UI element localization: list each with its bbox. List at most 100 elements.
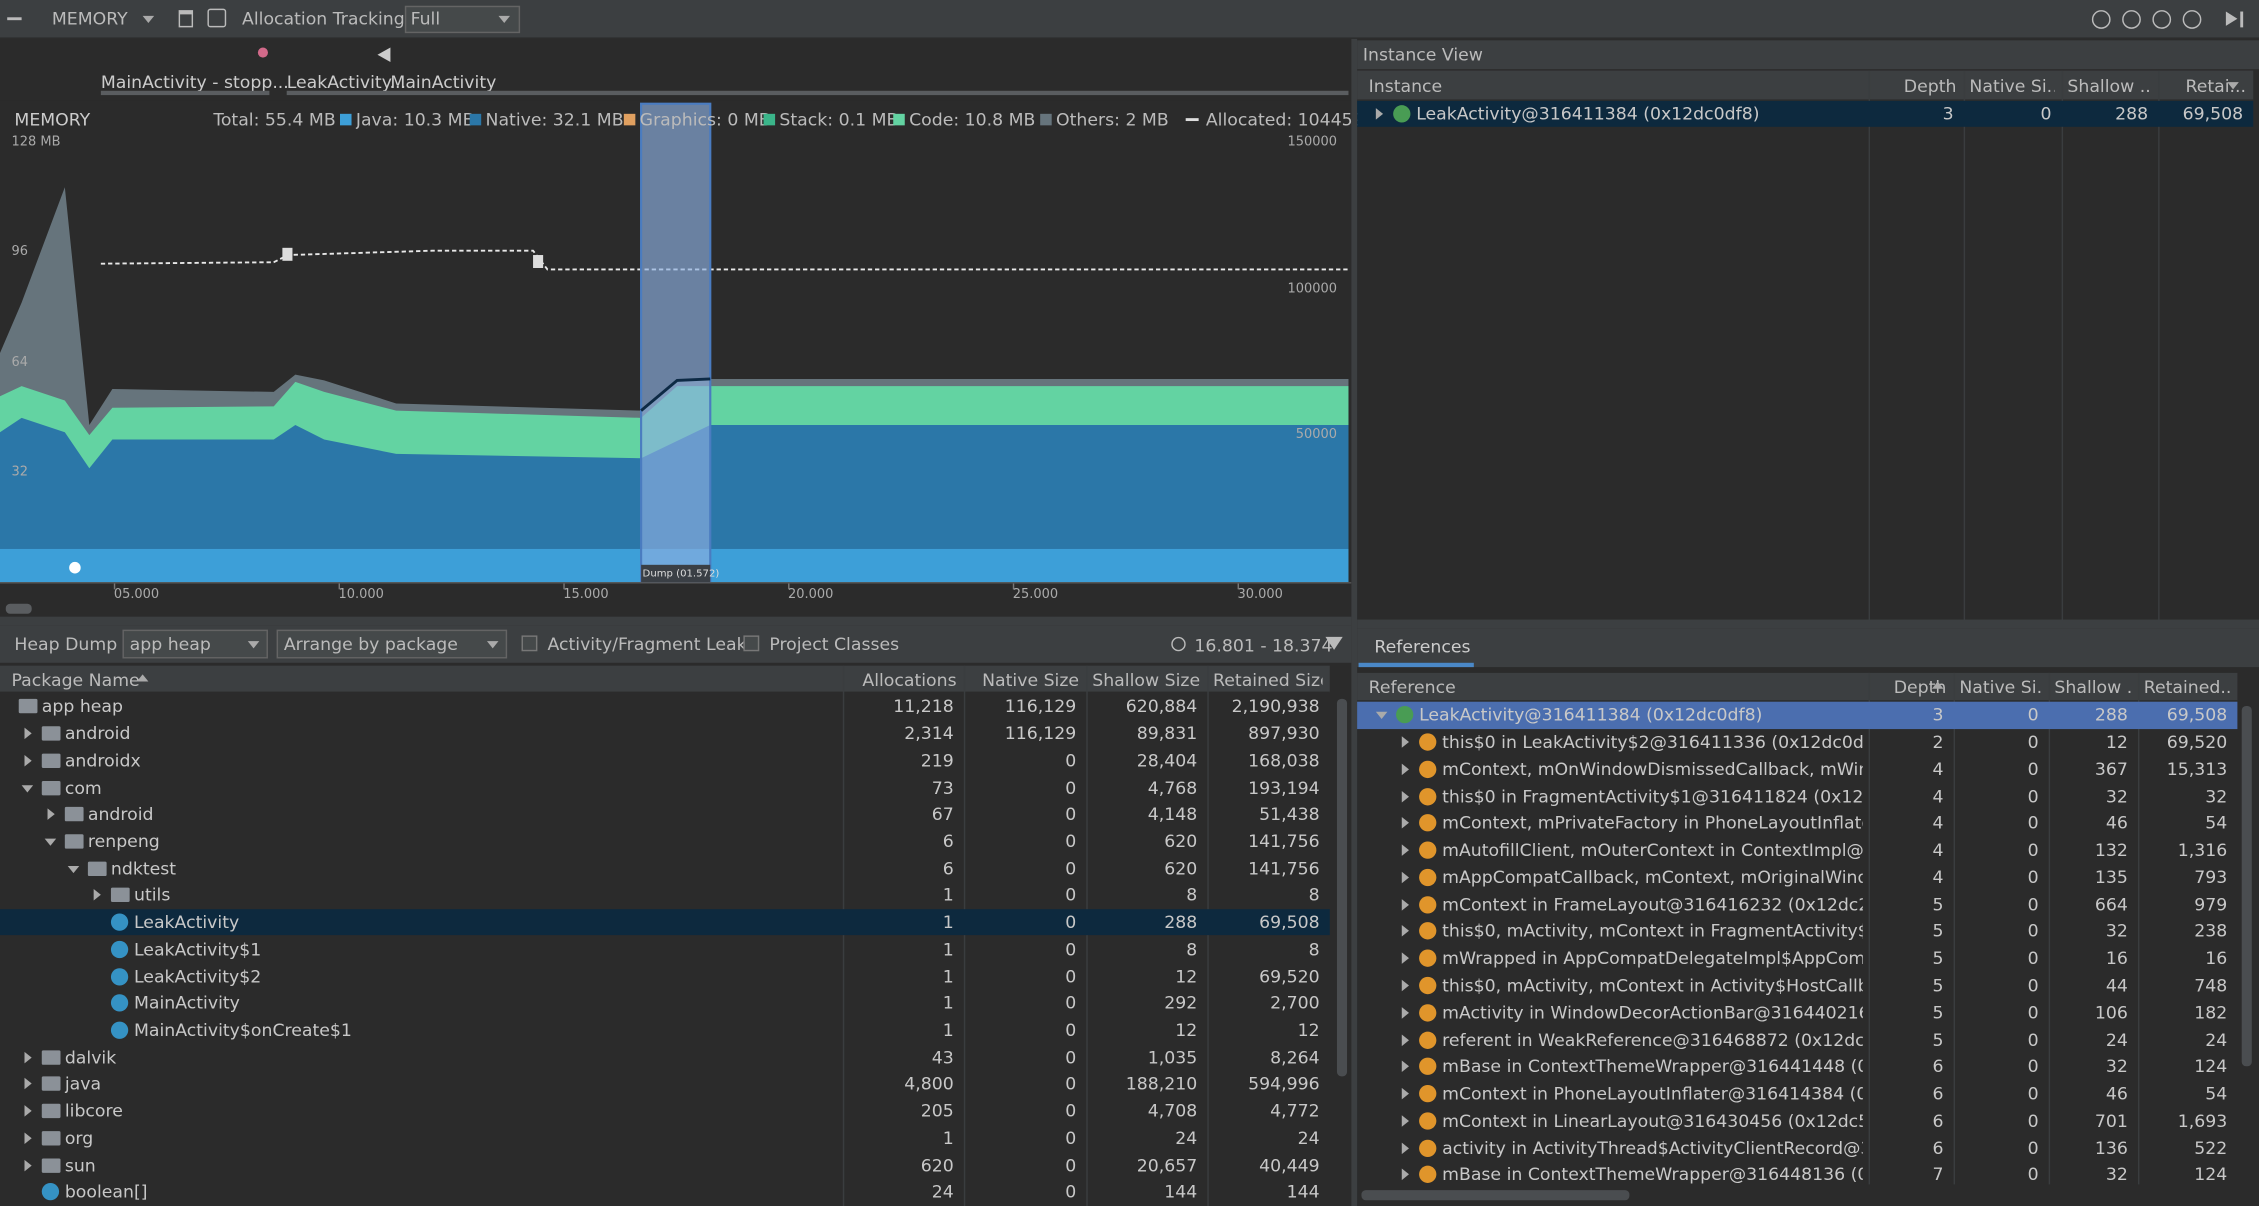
row-cell: 4,772: [1270, 1101, 1320, 1122]
row-cell: 1: [942, 966, 954, 987]
row-cell: 144: [1164, 1181, 1198, 1203]
row-name: mWrapped in AppCompatDelegateImpl$AppCom…: [1442, 948, 1863, 969]
row-cell: 0: [1065, 993, 1077, 1014]
field-icon: [1419, 814, 1437, 832]
row-cell: 69,520: [1259, 966, 1320, 987]
zoom-button[interactable]: [2091, 10, 2111, 29]
dump-label: Dump (01.572): [642, 567, 720, 580]
row-name: mContext, mOnWindowDismissedCallback, mW…: [1442, 759, 1863, 780]
row-cell: 0: [2027, 1029, 2039, 1050]
field-icon: [1419, 841, 1437, 860]
chart-title: MEMORY: [14, 109, 91, 130]
range-label: 16.801 - 18.374: [1194, 635, 1333, 656]
tracking-dropdown: [498, 15, 511, 24]
row-cell: 8: [1308, 885, 1320, 906]
row-cell: 0: [2027, 813, 2039, 834]
expand-toggle: [1401, 790, 1409, 803]
row-name: java: [64, 1074, 102, 1095]
event-dot: [69, 561, 81, 574]
legend-swatch: [763, 113, 776, 126]
row-name: sun: [64, 1154, 96, 1176]
field-icon: [1419, 1003, 1437, 1022]
expand-toggle: [1401, 898, 1409, 911]
expand-toggle: [24, 754, 32, 767]
allocated-line: [100, 249, 1349, 271]
row-cell: 620: [920, 1154, 954, 1176]
row-name: activity in ActivityThread$ActivityClien…: [1442, 1137, 1863, 1158]
dump-line: [640, 377, 711, 412]
project-label: Project Classes: [769, 633, 900, 655]
row-name: mBase in ContextThemeWrapper@316441448 (…: [1442, 1056, 1863, 1077]
x-tick-label: 20.000: [788, 587, 834, 603]
x-tick: [338, 583, 341, 590]
row-cell: 0: [1065, 777, 1077, 798]
row-cell: 620: [1164, 858, 1198, 879]
expand-toggle: [1401, 817, 1409, 830]
instance-header: [1357, 40, 2259, 70]
column-separator: [963, 665, 966, 1206]
project-checkbox[interactable]: [743, 635, 760, 652]
leaks-checkbox[interactable]: [521, 635, 538, 652]
x-tick-label: 30.000: [1237, 587, 1283, 603]
row-cell: 0: [1065, 939, 1077, 960]
row-cell: 6: [942, 858, 954, 879]
row-cell: 0: [2027, 759, 2039, 780]
row-cell: 6: [1932, 1056, 1944, 1077]
class-icon: [110, 940, 129, 958]
delete-button[interactable]: [178, 10, 194, 28]
gc-marker: [533, 255, 544, 268]
event-dot: [257, 47, 268, 58]
field-icon: [1419, 868, 1437, 887]
row-cell: 8: [1186, 939, 1198, 960]
expand-toggle: [1401, 844, 1409, 857]
arrange-select[interactable]: [276, 629, 508, 659]
field-icon: [1419, 733, 1437, 751]
x-tick-label: 25.000: [1012, 587, 1059, 603]
row-cell: 20,657: [1136, 1154, 1198, 1176]
expand-toggle: [1375, 712, 1388, 720]
x-tick-label: 15.000: [563, 587, 609, 603]
instance-icon: [1396, 706, 1414, 724]
row-cell: 1: [942, 885, 954, 906]
panel-divider: [1351, 38, 1358, 1206]
row-cell: 0: [1065, 1101, 1077, 1122]
column-separator: [1086, 665, 1088, 1206]
zoom-button[interactable]: [2152, 10, 2172, 29]
zoom-button[interactable]: [2122, 10, 2141, 29]
tracking-mode: Full: [410, 8, 441, 29]
heap-select-value: app heap: [129, 633, 211, 655]
filter-button[interactable]: [1325, 636, 1343, 650]
column-separator: [1207, 665, 1209, 1206]
row-cell: 193,194: [1248, 777, 1320, 798]
expand-toggle: [21, 784, 34, 792]
x-tick-label: 05.000: [113, 587, 160, 603]
close-button[interactable]: [2233, 48, 2247, 62]
expand-toggle: [1401, 1033, 1409, 1046]
row-cell: 0: [2027, 948, 2039, 969]
row-cell: 188,210: [1125, 1074, 1198, 1095]
row-cell: 205: [920, 1101, 954, 1122]
folder-icon: [41, 1049, 61, 1065]
back-arrow[interactable]: [7, 17, 22, 21]
row-name: mBase in ContextThemeWrapper@316448136 (…: [1442, 1164, 1863, 1185]
column-header: Instance: [1368, 75, 1443, 96]
legend-label: Graphics: 0 MB: [639, 109, 771, 130]
class-icon: [41, 1183, 60, 1201]
save-button[interactable]: [207, 8, 227, 28]
expand-toggle: [1401, 763, 1409, 776]
heap-vscroll: [1336, 698, 1348, 1077]
row-cell: 132: [2094, 840, 2128, 861]
go-live[interactable]: [2225, 11, 2238, 26]
row-name: androidx: [64, 750, 141, 771]
row-cell: 67: [931, 804, 954, 825]
leaks-label: Activity/Fragment Leaks: [547, 633, 756, 655]
row-name: mContext in PhoneLayoutInflater@31641438…: [1442, 1083, 1863, 1104]
zoom-button[interactable]: [2182, 10, 2202, 29]
row-name: android: [64, 723, 131, 744]
field-icon: [1419, 1030, 1437, 1049]
heap-select[interactable]: [122, 629, 268, 659]
row-cell: 32: [2105, 1164, 2128, 1185]
row-cell: 144: [1286, 1181, 1320, 1203]
folder-icon: [41, 1103, 61, 1119]
row-cell: 51,438: [1259, 804, 1320, 825]
